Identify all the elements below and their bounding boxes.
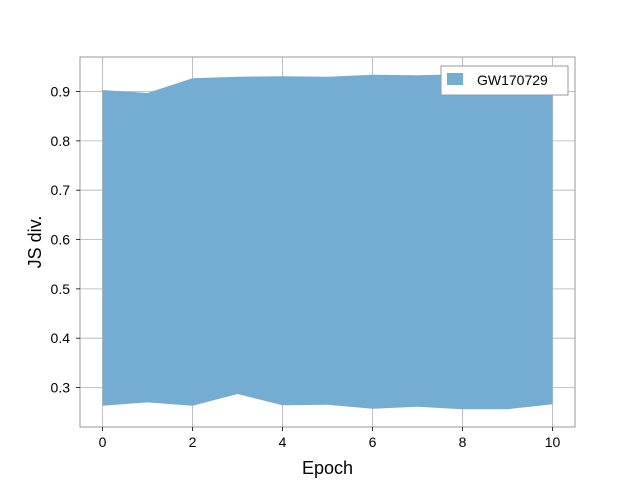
y-tick-label: 0.8 — [51, 133, 71, 149]
x-tick-label: 6 — [369, 434, 377, 450]
x-tick-label: 0 — [99, 434, 107, 450]
x-tick-label: 8 — [459, 434, 467, 450]
y-tick-label: 0.3 — [51, 380, 71, 396]
x-axis-label: Epoch — [302, 458, 353, 478]
series-layer — [102, 74, 553, 410]
y-axis-label: JS div. — [25, 216, 45, 269]
legend: GW170729 — [440, 65, 569, 96]
x-tick-label: 10 — [545, 434, 561, 450]
y-tick-label: 0.7 — [51, 182, 71, 198]
x-tick-label: 4 — [279, 434, 287, 450]
series-area — [102, 74, 553, 410]
axis-ticks: 0 2 4 6 8 10 0.3 0.4 0.5 0.6 0.7 0.8 0.9 — [51, 84, 561, 450]
y-tick-label: 0.5 — [51, 281, 71, 297]
x-tick-label: 2 — [189, 434, 197, 450]
y-tick-label: 0.6 — [51, 232, 71, 248]
y-tick-label: 0.4 — [51, 330, 71, 346]
legend-label: GW170729 — [477, 72, 548, 88]
legend-swatch — [447, 73, 463, 85]
plot-area-frame — [79, 56, 576, 428]
y-tick-label: 0.9 — [51, 84, 71, 100]
